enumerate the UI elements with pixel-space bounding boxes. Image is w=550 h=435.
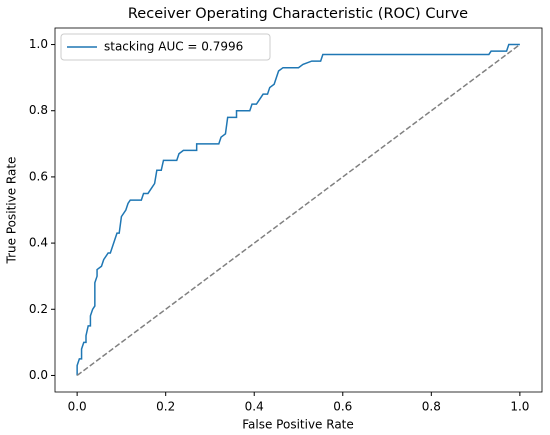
y-tick-label: 0.8: [29, 103, 48, 117]
y-tick-label: 1.0: [29, 37, 48, 51]
y-axis-label: True Positive Rate: [5, 157, 19, 265]
y-tick-label: 0.2: [29, 302, 48, 316]
line: [76, 43, 521, 377]
x-tick-label: 0.4: [245, 400, 264, 414]
y-tick-label: 0.0: [29, 368, 48, 382]
y-tick-label: 0.4: [29, 236, 48, 250]
x-axis-label: False Positive Rate: [242, 418, 354, 432]
y-tick-label: 0.6: [29, 169, 48, 183]
x-tick-label: 0.6: [333, 400, 352, 414]
x-tick-label: 1.0: [510, 400, 529, 414]
line: [76, 43, 520, 376]
axes-frame: [54, 27, 543, 393]
x-tick-label: 0.8: [422, 400, 441, 414]
chart-title: Receiver Operating Characteristic (ROC) …: [128, 6, 468, 22]
legend-label: stacking AUC = 0.7996: [104, 40, 243, 54]
x-tick-label: 0.2: [156, 400, 175, 414]
x-tick-label: 0.0: [68, 400, 87, 414]
legend-box: [60, 33, 271, 61]
